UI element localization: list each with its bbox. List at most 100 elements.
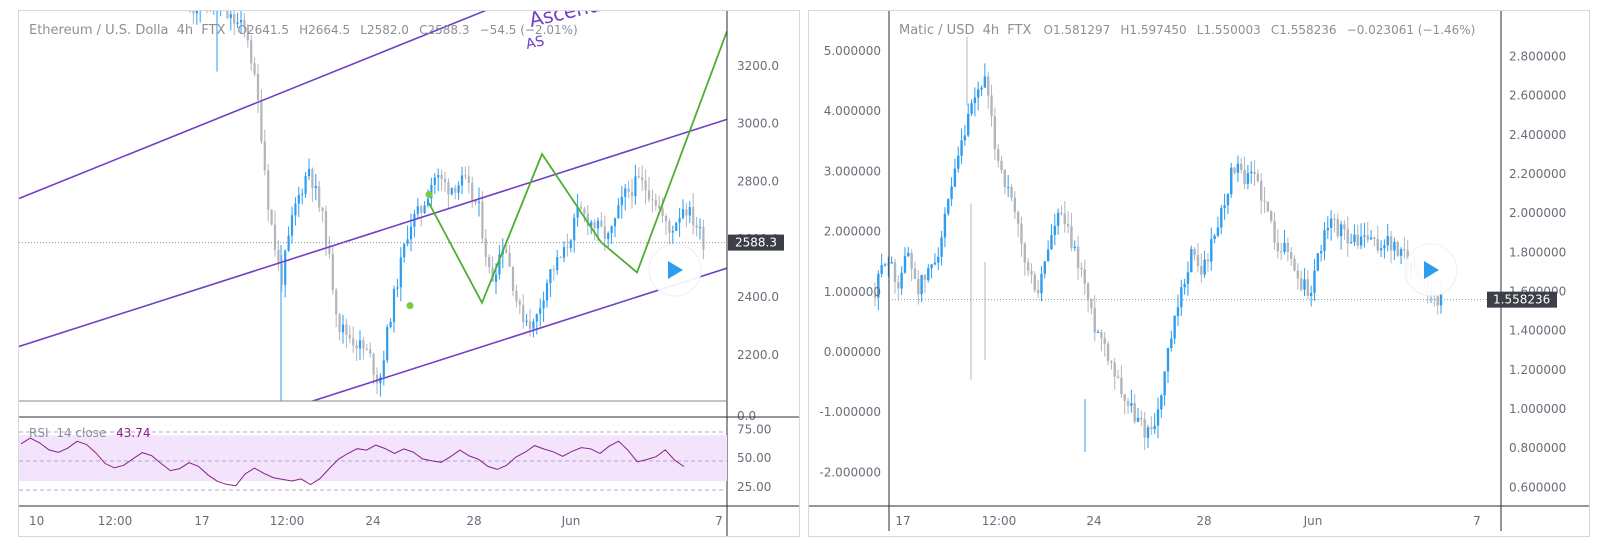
eth-candle-body — [518, 301, 521, 305]
eth-candle-body — [335, 290, 338, 315]
matic-candle-body — [1136, 417, 1140, 422]
matic-candle-body — [1023, 243, 1027, 263]
eth-time-axis[interactable]: 10 12:00 17 12:00 24 28 Jun 7 — [29, 514, 723, 528]
matic-time-tick: 17 — [895, 514, 910, 528]
matic-candle-body — [897, 282, 900, 289]
matic-candle-body — [1156, 409, 1160, 426]
eth-candle-body — [355, 345, 358, 349]
matic-candle-body — [1083, 269, 1086, 284]
eth-candle-body — [505, 249, 508, 253]
eth-candle-body — [403, 243, 406, 258]
eth-candle-body — [365, 348, 368, 350]
rsi-line — [20, 437, 685, 487]
eth-price-tick: 3200.0 — [737, 59, 779, 73]
eth-candle-body — [280, 263, 283, 286]
matic-candle-body — [1243, 169, 1246, 184]
eth-candle-body — [464, 175, 467, 177]
matic-candle-body — [1126, 400, 1130, 406]
pattern-point[interactable] — [406, 302, 414, 310]
eth-candle-body — [301, 193, 304, 195]
matic-candle-body — [1200, 266, 1203, 275]
matic-candle-body — [1273, 220, 1276, 243]
matic-candle-body — [1436, 296, 1439, 306]
matic-candle-body — [1376, 238, 1379, 251]
matic-chart-svg[interactable]: 5.000000 4.000000 3.000000 2.000000 1.000000… — [809, 11, 1589, 536]
matic-candle-body — [1396, 241, 1399, 256]
eth-candle-body — [290, 215, 294, 236]
matic-right-price-axis[interactable]: 2.800000 2.600000 2.400000 2.200000 2.000000… — [1509, 49, 1566, 494]
eth-candle-body — [596, 220, 600, 229]
matic-time-axis[interactable]: 17 12:00 24 28 Jun 7 — [895, 514, 1480, 528]
matic-candle-body — [1286, 242, 1290, 252]
matic-price-tick: 0.600000 — [1509, 480, 1566, 494]
matic-candle-body — [1193, 249, 1196, 256]
matic-candle-body — [1399, 249, 1403, 256]
matic-candle-body — [943, 213, 947, 238]
matic-candle-body — [1176, 307, 1180, 316]
eth-candle-body — [348, 334, 351, 339]
eth-time-tick: 12:00 — [98, 514, 133, 528]
matic-candle-body — [1183, 283, 1186, 288]
eth-drawings-group[interactable] — [19, 11, 727, 495]
pattern-point[interactable] — [425, 190, 433, 198]
eth-candle-body — [641, 177, 644, 181]
eth-candle-body — [375, 374, 379, 384]
eth-candle-body — [508, 252, 511, 267]
matic-legend-close: C1.558236 — [1271, 23, 1337, 37]
eth-legend-close: C2588.3 — [419, 23, 469, 37]
matic-candle-body — [1326, 227, 1329, 231]
matic-candle-body — [1289, 251, 1293, 259]
matic-candle-body — [1020, 223, 1023, 244]
matic-candle-body — [1086, 283, 1090, 300]
matic-candle-body — [1210, 239, 1213, 262]
matic-candle-body — [1130, 403, 1133, 406]
eth-candle-body — [239, 20, 243, 23]
matic-candle-body — [1240, 163, 1243, 170]
eth-candle-body — [664, 216, 668, 222]
matic-candle-body — [883, 264, 887, 266]
matic-candle-body — [1146, 427, 1150, 438]
eth-candle-body — [477, 201, 481, 203]
matic-candle-body — [1163, 371, 1166, 396]
matic-candle-body — [1230, 167, 1233, 195]
matic-candle-body — [993, 116, 997, 150]
matic-candle-body — [996, 149, 1000, 161]
play-icon[interactable] — [668, 261, 683, 279]
eth-time-tick: 24 — [365, 514, 380, 528]
matic-candle-body — [1013, 197, 1017, 212]
matic-left-price-axis[interactable]: 5.000000 4.000000 3.000000 2.000000 1.000000… — [819, 44, 881, 479]
pattern-zigzag[interactable] — [428, 30, 727, 305]
ascending-channel-label[interactable]: Ascending — [527, 0, 633, 32]
matic-price-tick: 0.800000 — [1509, 441, 1566, 455]
eth-candle-body — [328, 246, 331, 254]
channel-line-lower[interactable] — [19, 267, 727, 495]
eth-candle-body — [681, 209, 685, 218]
matic-candle-body — [1100, 331, 1103, 338]
matic-candle-body — [1346, 229, 1349, 244]
eth-candle-body — [338, 314, 341, 333]
eth-play-button[interactable] — [648, 243, 702, 297]
play-icon[interactable] — [1424, 261, 1439, 279]
rsi-legend-name: RSI — [29, 426, 49, 440]
eth-candle-body — [396, 287, 399, 289]
matic-candle-body — [873, 295, 877, 298]
eth-candle-body — [556, 257, 559, 271]
matic-candle-body — [1053, 225, 1056, 236]
matic-chart-panel[interactable]: 5.000000 4.000000 3.000000 2.000000 1.000000… — [808, 10, 1590, 537]
eth-candle-body — [460, 175, 464, 186]
matic-candle-body — [960, 140, 963, 156]
eth-candle-body — [624, 188, 627, 197]
eth-candle-body — [698, 227, 702, 229]
eth-candle-body — [233, 14, 236, 24]
channel-line-middle[interactable] — [19, 118, 727, 348]
matic-play-button[interactable] — [1404, 243, 1458, 297]
channel-line-upper[interactable] — [19, 11, 531, 200]
matic-candle-body — [1246, 173, 1250, 184]
eth-candle-body — [600, 220, 603, 227]
matic-candle-body — [970, 103, 973, 114]
matic-legend-interval: 4h — [983, 23, 1000, 38]
matic-candle-body — [877, 273, 880, 298]
